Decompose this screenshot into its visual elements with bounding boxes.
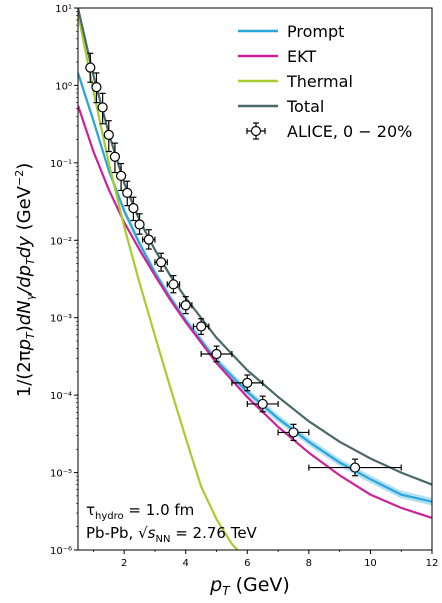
x-tick-label: 8 — [306, 558, 312, 569]
data-point — [134, 213, 145, 235]
alice-data-points — [85, 52, 402, 477]
legend: Prompt EKT Thermal Total ALICE, 0 − 20% — [238, 22, 412, 141]
y-axis-label: 1/(2πpT)dNγ/dpTdy (GeV−2) — [13, 163, 37, 398]
legend-marker — [250, 125, 262, 137]
legend-item-ekt: EKT — [238, 47, 316, 66]
legend-item-prompt: Prompt — [238, 22, 344, 41]
legend-item-total: Total — [238, 97, 324, 116]
y-tick-label: 10⁻³ — [50, 314, 72, 325]
data-point — [246, 395, 279, 413]
legend-label: Thermal — [286, 72, 353, 91]
plot-frame — [77, 7, 433, 551]
y-tick-label: 10⁻¹ — [50, 159, 72, 170]
y-tick-label: 10⁻⁶ — [50, 546, 72, 557]
data-point — [97, 92, 108, 125]
data-point — [277, 423, 310, 442]
y-tick-label: 10⁻² — [50, 236, 72, 247]
legend-label: Prompt — [287, 22, 344, 41]
x-tick-label: 6 — [244, 558, 250, 569]
data-point — [154, 252, 168, 272]
y-axis-ticks: 10⁻⁶ 10⁻⁵ 10⁻⁴ 10⁻³ 10⁻² 10⁻¹ 10⁰ 10¹ — [50, 4, 78, 557]
data-point — [308, 458, 402, 477]
data-point — [85, 52, 96, 83]
annotation-tau-hydro: τhydro = 1.0 fm — [86, 501, 194, 522]
x-axis-ticks: 2 4 6 8 10 12 — [92, 550, 439, 569]
x-tick-label: 2 — [121, 558, 127, 569]
ekt-curve — [78, 105, 432, 519]
data-point — [178, 296, 193, 315]
legend-label-alice: ALICE, 0 − 20% — [287, 122, 412, 141]
legend-item-thermal: Thermal — [238, 72, 353, 91]
y-tick-label: 10⁻⁵ — [50, 469, 72, 480]
data-point — [103, 120, 114, 153]
data-point — [128, 196, 139, 222]
data-point — [122, 180, 133, 207]
data-point — [109, 142, 121, 174]
thermal-curve — [78, 13, 239, 550]
x-axis-label: pT (GeV) — [209, 574, 290, 598]
plot-area — [77, 7, 433, 551]
data-point — [192, 318, 210, 335]
y-tick-label: 10¹ — [55, 4, 72, 15]
total-curve — [78, 8, 432, 486]
x-tick-label: 12 — [426, 558, 439, 569]
legend-label: Total — [286, 97, 324, 116]
x-tick-label: 4 — [183, 558, 189, 569]
data-point — [115, 162, 127, 192]
data-point — [200, 345, 233, 363]
curves — [78, 8, 432, 550]
data-point — [91, 72, 102, 104]
data-point — [142, 229, 156, 250]
x-tick-label: 10 — [364, 558, 377, 569]
legend-item-alice: ALICE, 0 − 20% — [246, 122, 412, 141]
y-tick-label: 10⁻⁴ — [50, 391, 72, 402]
annotation-collision-system: Pb-Pb, √sNN = 2.76 TeV — [86, 524, 258, 545]
legend-label: EKT — [287, 47, 316, 66]
data-point — [166, 274, 181, 294]
data-point — [231, 374, 264, 392]
y-tick-label: 10⁰ — [55, 81, 72, 92]
